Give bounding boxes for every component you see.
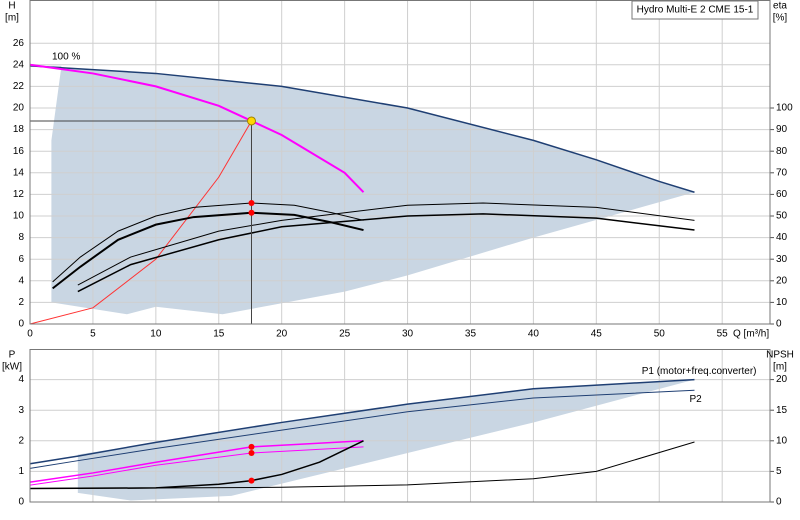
y2-tick-label: 0 [776,497,782,508]
y2-tick-label: 60 [776,189,788,200]
y-tick-label: 0 [18,319,24,330]
x-tick-label: 50 [654,329,666,340]
curve [29,441,695,490]
x-tick-label: 35 [465,329,477,340]
curve [29,378,695,465]
duty-point [248,200,255,207]
y2-tick-label: 40 [776,232,788,243]
y2-tick-label: 5 [776,466,782,477]
y2-tick-label: 80 [776,146,788,157]
y2-tick-label: 50 [776,211,788,222]
y-tick-label: 10 [13,211,25,222]
curve [29,120,252,325]
duty-point [248,443,255,450]
y-tick-label: 26 [13,38,25,49]
y-tick-label: 0 [18,497,24,508]
curve [77,213,695,293]
x-tick-label: 0 [27,329,33,340]
y2-axis-unit: [m] [773,362,787,373]
y2-tick-label: 90 [776,124,788,135]
curve [77,202,695,286]
curve [52,211,364,290]
y-tick-label: 22 [13,81,25,92]
y2-axis-label: NPSH [766,350,794,361]
y2-axis-label: eta [773,1,787,12]
x-tick-label: 5 [90,329,96,340]
y-tick-label: 4 [18,275,24,286]
y-tick-label: 1 [18,466,24,477]
y2-tick-label: 10 [776,297,788,308]
y2-tick-label: 70 [776,167,788,178]
y-tick-label: 3 [18,405,24,416]
duty-point [248,209,255,216]
x-tick-label: 25 [339,329,351,340]
y2-tick-label: 100 [776,103,793,114]
chart-title: Hydro Multi-E 2 CME 15-1 [637,5,754,16]
curve [29,389,695,469]
plot-frame [29,0,771,325]
y-tick-label: 4 [18,374,24,385]
duty-point [248,450,255,457]
curve-label: P1 (motor+freq.converter) [642,366,757,377]
duty-point [248,477,255,484]
y2-tick-label: 20 [776,374,788,385]
y2-tick-label: 10 [776,435,788,446]
curve [29,440,364,483]
x-tick-label: 30 [402,329,414,340]
curve [29,446,364,486]
y-axis-unit: [kW] [2,362,22,373]
y2-tick-label: 20 [776,275,788,286]
y2-tick-label: 0 [776,319,782,330]
y2-tick-label: 15 [776,405,788,416]
curve-label: P2 [689,394,702,405]
y-tick-label: 8 [18,232,24,243]
curve [52,202,364,283]
x-tick-label: 15 [213,329,225,340]
y-tick-label: 2 [18,435,24,446]
curve-annotation: 100 % [52,51,80,62]
y-tick-label: 14 [13,167,25,178]
y-tick-label: 6 [18,254,24,265]
y-tick-label: 16 [13,146,25,157]
y-tick-label: 18 [13,124,25,135]
y2-axis-unit: [%] [773,13,788,24]
y-axis-label: H [8,1,15,12]
x-tick-label: 10 [150,329,162,340]
curve [29,65,695,193]
y-tick-label: 2 [18,297,24,308]
y-tick-label: 12 [13,189,25,200]
y-tick-label: 24 [13,59,25,70]
x-tick-label: 45 [591,329,603,340]
title-box [631,0,759,20]
y-tick-label: 20 [13,103,25,114]
plot-frame [29,349,771,503]
curve [29,63,365,193]
x-axis-label: Q [m³/h] [733,329,769,340]
y-axis-unit: [m] [5,13,19,24]
y-axis-label: P [9,350,16,361]
y2-tick-label: 30 [776,254,788,265]
x-tick-label: 20 [276,329,288,340]
x-tick-label: 40 [528,329,540,340]
duty-point [246,116,256,126]
x-tick-label: 55 [717,329,729,340]
